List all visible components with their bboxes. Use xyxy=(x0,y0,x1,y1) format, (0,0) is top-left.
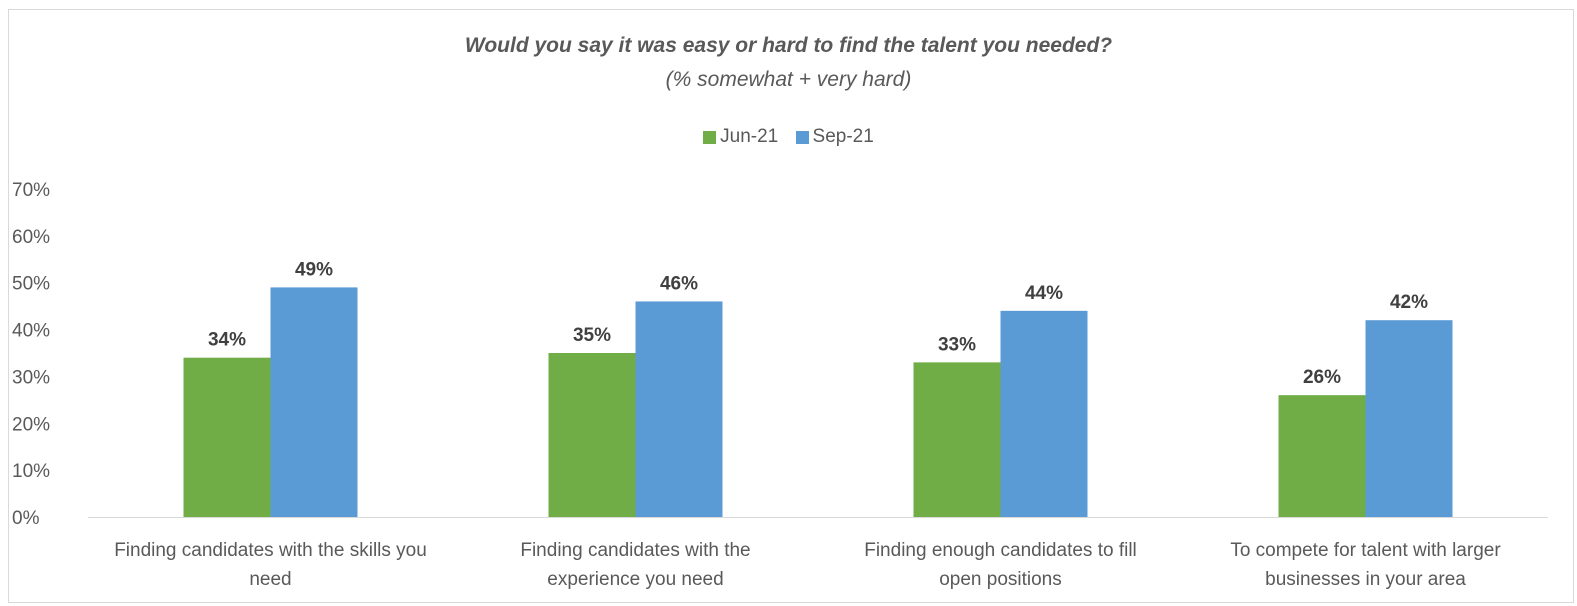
bar-jun-21 xyxy=(1278,395,1366,517)
chart-title: Would you say it was easy or hard to fin… xyxy=(464,34,1113,57)
data-label: 44% xyxy=(1025,283,1063,304)
legend-label-jun-21: Jun-21 xyxy=(720,126,779,147)
category-label: businesses in your area xyxy=(1265,569,1466,590)
legend-swatch-jun-21 xyxy=(703,130,717,144)
category-label: open positions xyxy=(939,569,1062,590)
category-label: need xyxy=(249,569,291,590)
legend-swatch-sep-21 xyxy=(795,130,809,144)
category-label: Finding candidates with the skills you xyxy=(114,540,427,561)
y-tick-label: 10% xyxy=(12,461,50,482)
bar-jun-21 xyxy=(183,357,271,517)
y-tick-label: 30% xyxy=(12,367,50,388)
y-tick-label: 0% xyxy=(12,508,40,529)
y-tick-label: 60% xyxy=(12,227,50,248)
y-tick-label: 20% xyxy=(12,414,50,435)
data-label: 35% xyxy=(573,325,611,346)
data-label: 46% xyxy=(660,273,698,294)
bar-sep-21 xyxy=(270,287,358,517)
y-tick-label: 50% xyxy=(12,274,50,295)
legend-label-sep-21: Sep-21 xyxy=(812,126,874,147)
category-label: experience you need xyxy=(547,569,723,590)
chart-subtitle: (% somewhat + very hard) xyxy=(665,68,912,91)
category-label: Finding enough candidates to fill xyxy=(864,540,1137,561)
data-label: 42% xyxy=(1390,292,1428,313)
data-label: 49% xyxy=(295,259,333,280)
data-label: 34% xyxy=(208,330,246,351)
bar-sep-21 xyxy=(1365,320,1453,517)
bar-sep-21 xyxy=(1000,310,1088,517)
legend-item-sep-21: Sep-21 xyxy=(795,126,874,148)
y-tick-label: 40% xyxy=(12,321,50,342)
bar-jun-21 xyxy=(913,362,1001,517)
chart-legend: Jun-21 Sep-21 xyxy=(0,126,1577,150)
category-label: Finding candidates with the xyxy=(520,540,750,561)
data-label: 33% xyxy=(938,334,976,355)
category-label: To compete for talent with larger xyxy=(1230,540,1501,561)
bar-jun-21 xyxy=(548,353,636,517)
bar-sep-21 xyxy=(635,301,723,517)
data-label: 26% xyxy=(1303,367,1341,388)
y-tick-label: 70% xyxy=(12,180,50,201)
legend-item-jun-21: Jun-21 xyxy=(703,126,778,148)
